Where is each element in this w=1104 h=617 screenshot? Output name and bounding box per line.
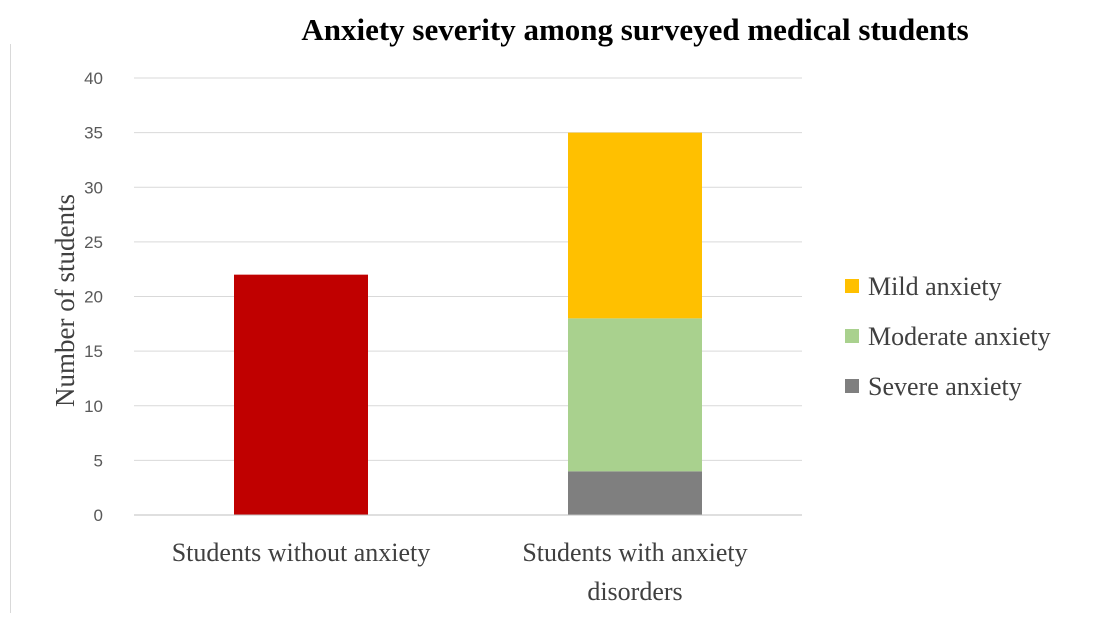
legend-swatch [845, 329, 859, 343]
x-tick-label: Students with anxiety [522, 538, 747, 567]
bars [234, 132, 702, 515]
y-tick-label: 35 [84, 124, 103, 143]
y-tick-label: 30 [84, 178, 103, 197]
bar-segment [568, 132, 702, 319]
legend-swatch [845, 379, 859, 393]
y-tick-label: 10 [84, 397, 103, 416]
y-tick-label: 20 [84, 288, 103, 307]
x-tick-label: disorders [587, 577, 682, 606]
axes: 0 5 10 15 20 25 30 35 40 Students without anxiety… [50, 69, 802, 606]
y-tick-label: 5 [94, 451, 103, 470]
chart-title: Anxiety severity among surveyed medical … [301, 12, 969, 47]
bar-segment [568, 471, 702, 515]
y-tick-label: 40 [84, 69, 103, 88]
y-axis-title: Number of students [50, 194, 80, 407]
bar-segment [568, 318, 702, 472]
y-tick-label: 0 [94, 506, 103, 525]
legend-swatch [845, 279, 859, 293]
x-tick-label: Students without anxiety [172, 538, 431, 567]
legend-label: Moderate anxiety [868, 322, 1051, 351]
y-tick-label: 15 [84, 342, 103, 361]
legend: Mild anxiety Moderate anxiety Severe anxie… [845, 272, 1051, 401]
legend-label: Mild anxiety [868, 272, 1002, 301]
legend-label: Severe anxiety [868, 372, 1022, 401]
bar-segment [234, 274, 368, 515]
chart-frame [10, 44, 1100, 613]
y-tick-label: 25 [84, 233, 103, 252]
